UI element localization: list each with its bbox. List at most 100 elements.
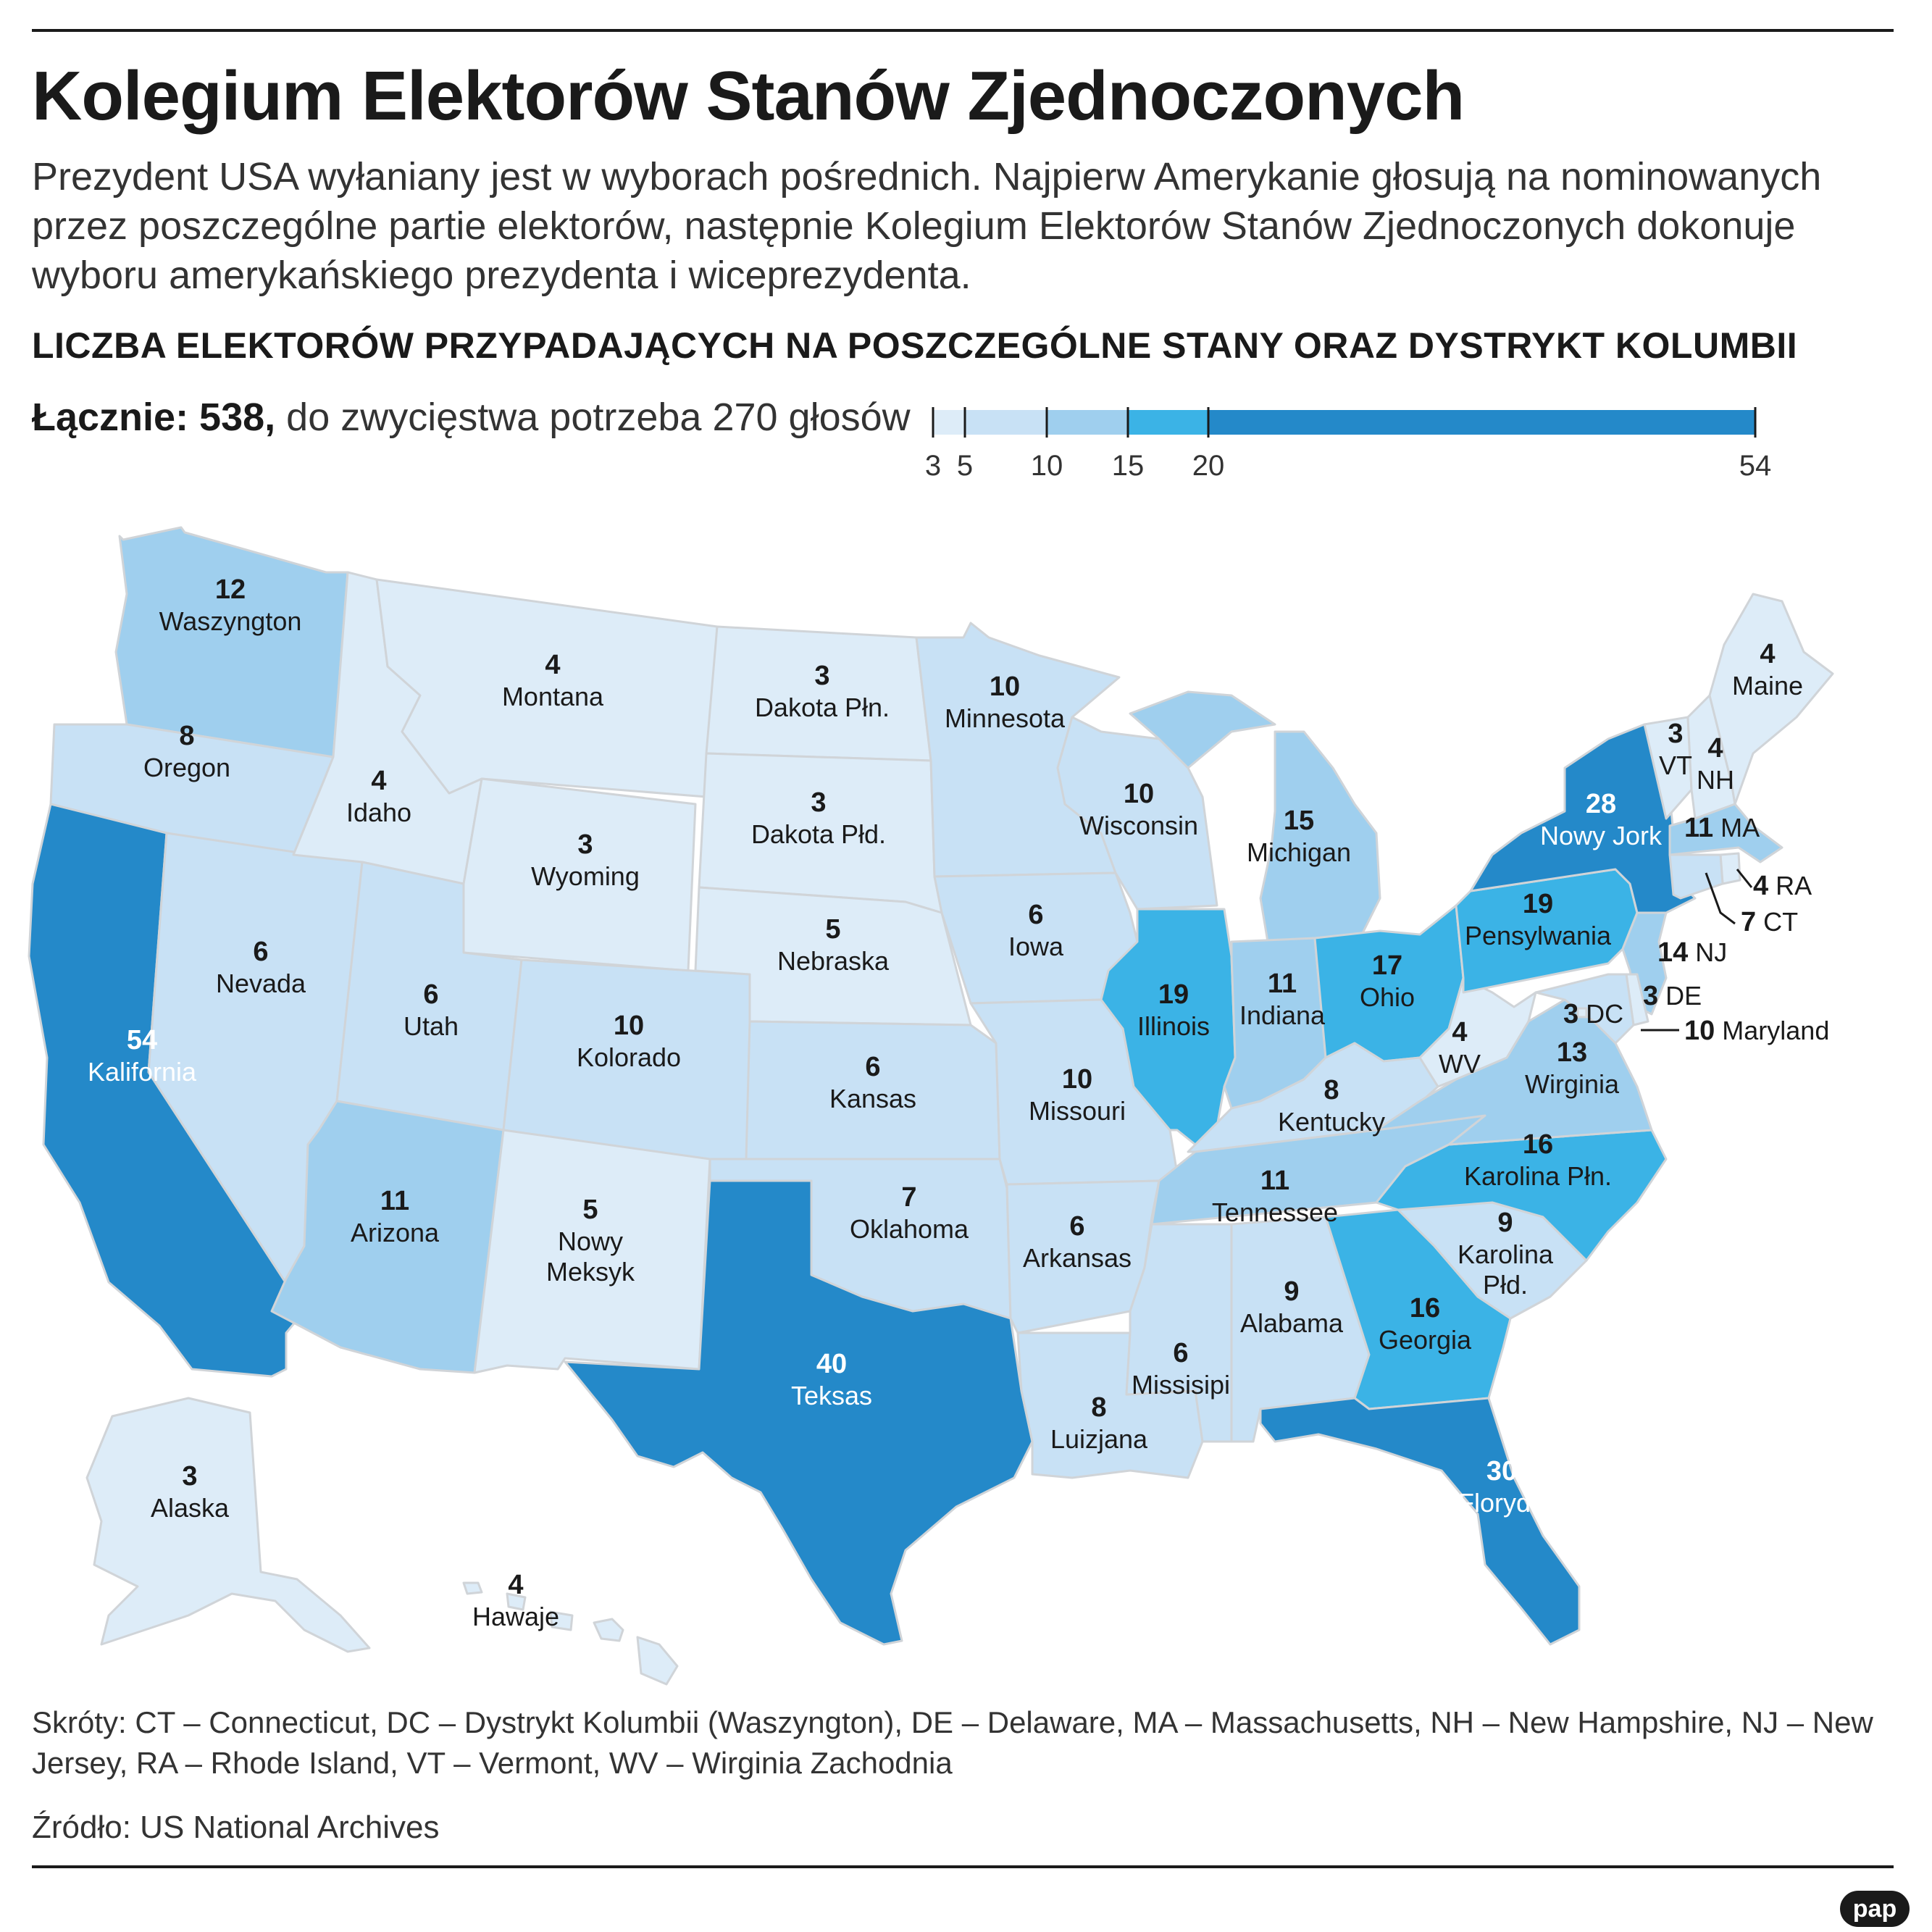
label-maryland-name: Maryland (1722, 1016, 1829, 1045)
label-nebraska-name: Nebraska (777, 946, 890, 976)
state-massachusetts (1668, 803, 1783, 863)
label-wyoming-electors: 3 (577, 829, 593, 860)
color-scale-legend: 3 5 10 15 20 54 (925, 407, 1771, 482)
state-wisconsin (1056, 716, 1218, 911)
label-massachusetts-name: MA (1720, 813, 1760, 842)
label-oklahoma-name: Oklahoma (850, 1214, 969, 1244)
label-arizona-electors: 11 (380, 1186, 409, 1216)
label-west-virginia-electors: 4 (1452, 1017, 1467, 1047)
label-louisiana-name: Luizjana (1050, 1424, 1148, 1454)
label-idaho-electors: 4 (371, 766, 386, 796)
label-indiana-electors: 11 (1268, 969, 1297, 999)
state-north-carolina (1375, 1129, 1668, 1262)
map-subheading: LICZBA ELEKTORÓW PRZYPADAJĄCYCH NA POSZC… (32, 325, 1798, 366)
label-maryland: 10 Maryland (1684, 1016, 1829, 1046)
label-delaware-electors: 3 (1643, 981, 1658, 1011)
label-montana-electors: 4 (545, 650, 560, 680)
small-state-callouts: 11 MA 4 RA 7 CT 14 NJ 3 DE 3 DC 10 Maryland (1563, 813, 1829, 1046)
label-colorado-electors: 10 (614, 1011, 644, 1041)
total-electors: Łącznie: 538, do zwycięstwa potrzeba 270… (32, 395, 911, 440)
lead-text: Prezydent USA wyłaniany jest w wyborach … (32, 155, 1822, 297)
label-minnesota-name: Minnesota (945, 703, 1066, 733)
label-hawaii-name: Hawaje (472, 1602, 559, 1631)
legend-swatch (1128, 410, 1208, 435)
label-new-hampshire-electors: 4 (1707, 733, 1723, 764)
label-nebraska-electors: 5 (825, 914, 840, 945)
legend-tick-label: 3 (925, 450, 941, 482)
label-district-of-columbia-name: DC (1586, 999, 1623, 1029)
label-tennessee-name: Tennessee (1212, 1197, 1338, 1227)
label-delaware: 3 DE (1643, 981, 1702, 1011)
label-alabama-name: Alabama (1240, 1308, 1344, 1338)
label-north-dakota-electors: 3 (814, 661, 829, 691)
label-new-mexico-name-part: Nowy (558, 1226, 623, 1256)
label-new-jersey: 14 NJ (1657, 937, 1727, 968)
label-montana-name: Montana (502, 682, 604, 711)
legend-tick-label: 54 (1739, 450, 1772, 482)
label-maine-name: Maine (1732, 671, 1803, 701)
state-michigan (1129, 690, 1381, 943)
label-new-york-name: Nowy Jork (1540, 821, 1663, 850)
label-maryland-electors: 10 (1684, 1016, 1715, 1046)
label-new-york-electors: 28 (1586, 789, 1616, 819)
legend-swatch (1208, 410, 1755, 435)
label-north-carolina-electors: 16 (1523, 1129, 1553, 1160)
legend-tick-label: 15 (1112, 450, 1145, 482)
legend-tick-label: 20 (1192, 450, 1225, 482)
label-minnesota-electors: 10 (990, 672, 1020, 702)
label-iowa-electors: 6 (1028, 900, 1043, 930)
label-alaska-name: Alaska (151, 1493, 230, 1523)
state-shapes (28, 526, 1834, 1686)
label-colorado-name: Kolorado (577, 1042, 681, 1072)
label-arizona-name: Arizona (351, 1218, 440, 1247)
label-south-carolina-electors: 9 (1497, 1208, 1513, 1238)
label-arkansas-name: Arkansas (1023, 1243, 1132, 1273)
label-rhode-island-electors: 4 (1753, 871, 1768, 901)
state-hawaii (462, 1581, 679, 1686)
label-michigan-electors: 15 (1284, 806, 1314, 836)
label-louisiana-electors: 8 (1091, 1392, 1106, 1423)
label-vermont-electors: 3 (1668, 719, 1683, 749)
label-kansas-name: Kansas (829, 1084, 916, 1113)
label-massachusetts: 11 MA (1684, 813, 1760, 843)
pap-logo: pap (1840, 1891, 1910, 1927)
label-illinois-electors: 19 (1158, 979, 1189, 1010)
label-utah-name: Utah (403, 1011, 459, 1041)
legend-swatch (1047, 410, 1128, 435)
label-south-carolina-name-part: Karolina (1458, 1239, 1554, 1269)
label-new-hampshire: 4NH (1697, 733, 1734, 795)
label-california-name: Kalifornia (88, 1057, 197, 1087)
state-alaska (85, 1397, 371, 1653)
label-texas-electors: 40 (816, 1349, 847, 1379)
label-alaska-electors: 3 (182, 1461, 197, 1492)
label-west-virginia-name: WV (1439, 1049, 1481, 1079)
label-nevada-electors: 6 (253, 937, 268, 967)
label-north-dakota-name: Dakota Płn. (755, 693, 890, 722)
total-label: Łącznie: 538, (32, 396, 276, 439)
label-district-of-columbia-electors: 3 (1563, 999, 1578, 1029)
label-washington-electors: 12 (215, 574, 246, 605)
legend-swatch (933, 410, 965, 435)
label-new-mexico-name: Nowy Meksyk (546, 1226, 635, 1287)
